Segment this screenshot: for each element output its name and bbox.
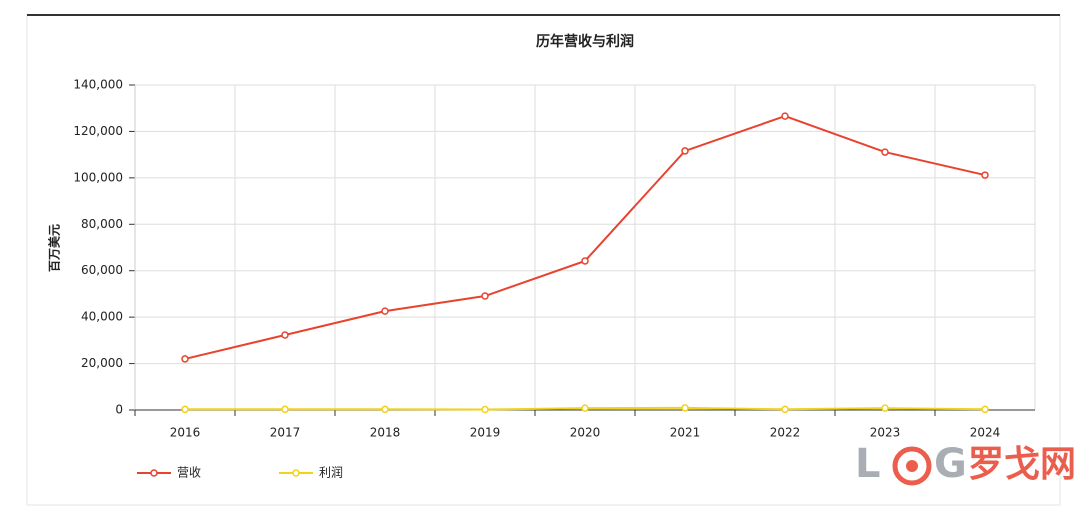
point <box>381 405 389 414</box>
point <box>281 331 289 339</box>
legend-marker <box>150 469 158 477</box>
y-tick-label: 80,000 <box>81 217 123 231</box>
point <box>581 404 589 412</box>
watermark: L G 罗戈网 <box>855 441 1076 487</box>
x-tick-label: 2016 <box>170 426 201 440</box>
x-tick-label: 2019 <box>470 426 501 440</box>
point <box>981 405 989 414</box>
y-tick-label: 120,000 <box>73 124 123 138</box>
x-tick-label: 2024 <box>970 426 1001 440</box>
point <box>181 355 189 363</box>
point <box>481 405 489 414</box>
x-tick-label: 2020 <box>570 426 601 440</box>
watermark-text: G <box>934 441 967 487</box>
frame <box>26 14 1061 506</box>
y-tick-label: 100,000 <box>73 170 123 184</box>
point <box>781 405 789 414</box>
x-tick-label: 2017 <box>270 426 301 440</box>
x-tick-label: 2021 <box>670 426 701 440</box>
watermark-text: 罗戈网 <box>968 444 1076 485</box>
y-tick-label: 40,000 <box>81 310 123 324</box>
point <box>681 404 689 412</box>
chart-title: 历年营收与利润 <box>536 33 634 50</box>
point <box>781 112 789 120</box>
legend-label: 营收 <box>177 466 201 480</box>
y-tick-label: 20,000 <box>81 356 123 370</box>
point <box>881 404 889 412</box>
x-tick-label: 2018 <box>370 426 401 440</box>
y-tick-label: 0 <box>115 403 123 417</box>
watermark-text: L <box>855 441 881 487</box>
point <box>481 292 489 300</box>
y-tick-label: 60,000 <box>81 263 123 277</box>
x-tick-label: 2022 <box>770 426 801 440</box>
point <box>981 171 989 179</box>
point <box>581 257 589 265</box>
x-tick-label: 2023 <box>870 426 901 440</box>
point <box>881 148 889 156</box>
watermark-icon <box>892 446 932 486</box>
point <box>681 147 689 155</box>
y-tick-label: 140,000 <box>73 78 123 92</box>
point <box>281 405 289 414</box>
y-axis-label: 百万美元 <box>47 224 62 272</box>
point <box>181 405 189 414</box>
legend-label: 利润 <box>319 466 343 480</box>
point <box>381 307 389 315</box>
watermark-icon <box>906 460 918 472</box>
legend-marker <box>292 469 300 477</box>
